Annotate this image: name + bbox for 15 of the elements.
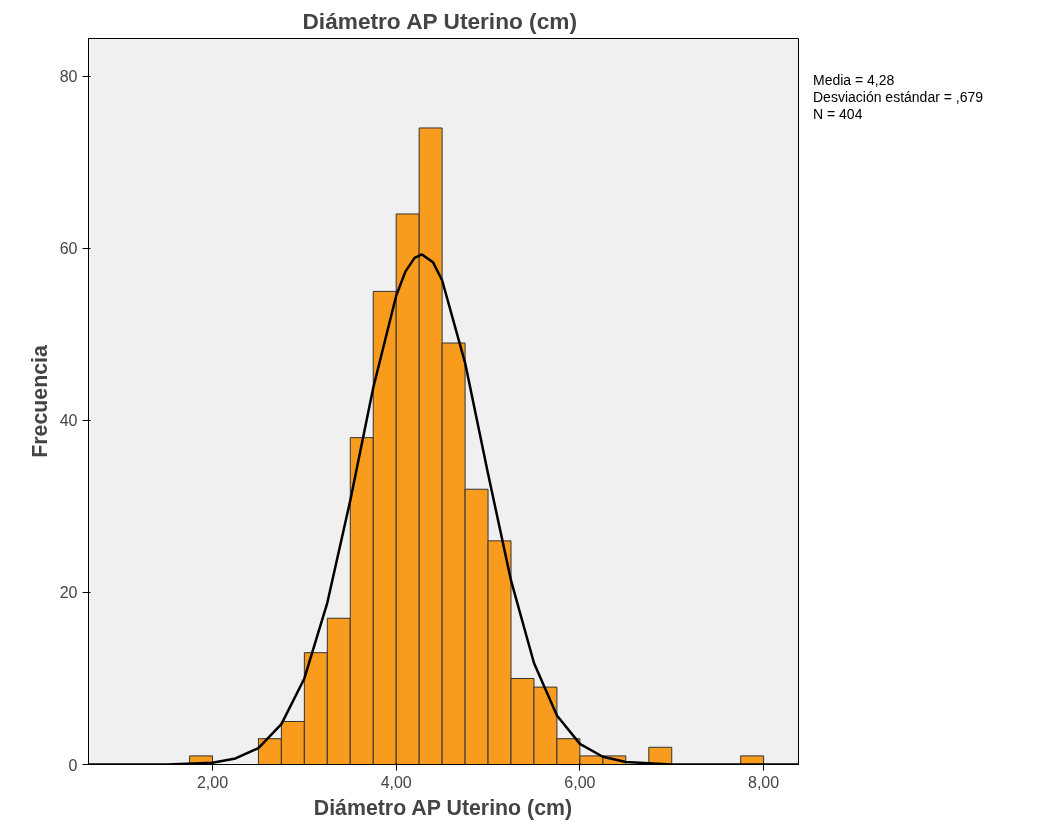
text: Media = 4,28 (813, 72, 896, 89)
x-tick-label: 4,00 (380, 773, 412, 791)
text: N = 404 (813, 106, 864, 123)
y-tick-label: 40 (59, 412, 78, 430)
x-tick-label: 8,00 (748, 773, 780, 791)
y-tick-label: 60 (59, 240, 78, 258)
y-tick-label: 80 (59, 68, 78, 86)
x-tick-label: 2,00 (196, 773, 229, 791)
x-tick-label: 6,00 (564, 773, 596, 791)
x-axis-title: Diámetro AP Uterino (cm) (313, 795, 573, 820)
chart-title: Diámetro AP Uterino (cm) (302, 7, 577, 34)
y-tick-label: 20 (59, 584, 78, 602)
text: Desviación estándar = ,679 (813, 89, 984, 106)
y-tick-label: 0 (68, 756, 78, 774)
y-axis-title: Frecuencia (27, 345, 52, 458)
